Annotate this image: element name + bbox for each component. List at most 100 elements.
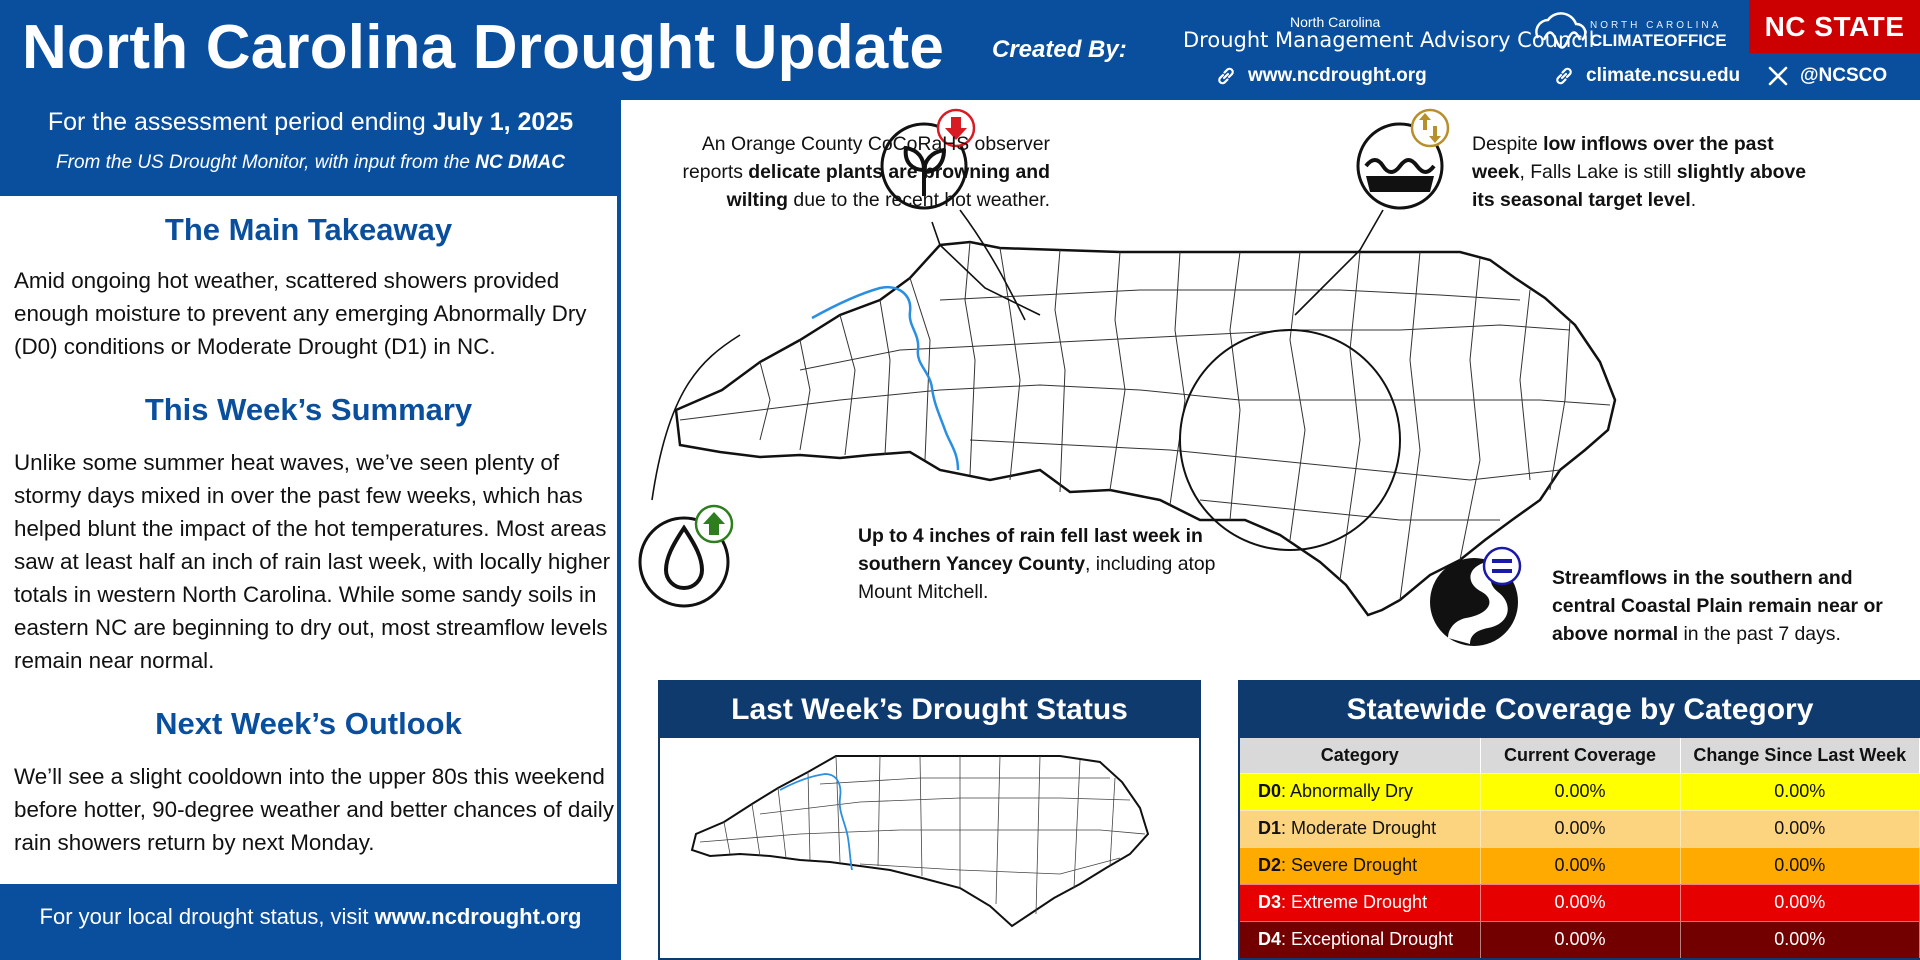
current-coverage-cell: 0.00% (1480, 772, 1681, 810)
header-category: Category (1240, 738, 1481, 773)
summary-body: Unlike some summer heat waves, we’ve see… (14, 450, 611, 673)
header: North Carolina Drought Update Created By… (0, 0, 1920, 100)
coastal-plain-highlight (1179, 329, 1401, 551)
current-coverage-cell: 0.00% (1480, 883, 1681, 921)
outlook-title: Next Week’s Outlook (155, 706, 462, 741)
source-line: From the US Drought Monitor, with input … (0, 152, 621, 174)
takeaway-body: Amid ongoing hot weather, scattered show… (14, 268, 587, 359)
outlook-body: We’ll see a slight cooldown into the upp… (14, 764, 614, 855)
rain-callout-post: , including atop Mount Mitchell. (858, 553, 1216, 603)
coverage-table: Category Current Coverage Change Since L… (1240, 738, 1920, 958)
summary-title: This Week’s Summary (144, 392, 473, 427)
change-cell: 0.00% (1680, 883, 1920, 921)
stream-callout-post: in the past 7 days. (1678, 623, 1841, 645)
category-cell: D1: Moderate Drought (1240, 809, 1481, 847)
category-name: : Severe Drought (1281, 855, 1418, 875)
footer-prefix: For your local drought status, visit (39, 904, 375, 929)
table-row: D3: Extreme Drought 0.00% 0.00% (1240, 883, 1920, 921)
plant-icon (880, 122, 968, 210)
lake-callout-pre: Despite (1472, 133, 1544, 155)
dmac-name: Drought Management Advisory Council (1183, 28, 1595, 52)
category-code: D4 (1258, 929, 1282, 950)
map-area: An Orange County CoCoRaHS observer repor… (638, 100, 1920, 660)
up-arrow-icon (694, 504, 734, 544)
rain-callout-bold: Up to 4 inches of rain fell last week in… (858, 525, 1203, 575)
county-lines (679, 241, 1611, 601)
stream-callout-bold: Streamflows in the southern and central … (1552, 567, 1883, 645)
climate-link-label: climate.ncsu.edu (1586, 65, 1741, 86)
source-org: NC DMAC (475, 152, 565, 173)
category-name: : Moderate Drought (1281, 818, 1437, 838)
ncstate-logo: NC STATE (1749, 0, 1920, 53)
x-handle-link[interactable]: @NCSCO (1766, 64, 1887, 88)
table-row: D2: Severe Drought 0.00% 0.00% (1240, 846, 1920, 884)
lake-leader-line (1294, 209, 1384, 316)
dmac-state-label: North Carolina (1290, 14, 1381, 30)
link-icon (1218, 67, 1234, 85)
current-coverage-cell: 0.00% (1480, 920, 1681, 958)
category-code: D2 (1258, 855, 1282, 875)
table-row: D0: Abnormally Dry 0.00% 0.00% (1240, 772, 1920, 810)
plants-leader-line (931, 221, 1041, 316)
category-cell: D2: Severe Drought (1240, 846, 1481, 884)
nc-county-map (651, 209, 1617, 617)
updown-arrows-icon (1410, 108, 1450, 148)
coverage-panel: Statewide Coverage by Category Category … (1238, 680, 1920, 960)
category-name: : Exceptional Drought (1281, 929, 1454, 950)
down-arrow-icon (936, 108, 976, 148)
footer-link-line[interactable]: For your local drought status, visit www… (0, 904, 621, 930)
lake-callout: Despite low inflows over the past week, … (1472, 130, 1812, 214)
assessment-date: July 1, 2025 (432, 108, 574, 136)
equal-icon (1482, 546, 1522, 586)
climate-office-name: CLIMATEOFFICE (1590, 31, 1727, 50)
last-week-map (690, 755, 1150, 928)
lake-callout-bold2: slightly above its seasonal target level (1472, 161, 1807, 211)
category-cell: D0: Abnormally Dry (1240, 772, 1481, 810)
ncdrought-link-label: www.ncdrought.org (1248, 65, 1427, 86)
page-title: North Carolina Drought Update (22, 13, 944, 82)
footer-link[interactable]: www.ncdrought.org (374, 904, 582, 929)
coverage-title: Statewide Coverage by Category (1240, 682, 1920, 738)
summary-box: The Main Takeaway Amid ongoing hot weath… (0, 196, 617, 884)
created-by-label: Created By: (992, 36, 1127, 63)
plants-callout: An Orange County CoCoRaHS observer repor… (640, 130, 1050, 214)
change-cell: 0.00% (1680, 920, 1920, 958)
river (811, 285, 960, 471)
plants-callout-pre: An Orange County CoCoRaHS observer repor… (682, 133, 1050, 183)
category-cell: D3: Extreme Drought (1240, 883, 1481, 921)
category-code: D0 (1258, 781, 1282, 801)
climate-link[interactable]: climate.ncsu.edu (1552, 64, 1740, 88)
category-code: D3 (1258, 892, 1282, 912)
change-cell: 0.00% (1680, 809, 1920, 847)
climate-office-small: NORTH CAROLINA (1590, 20, 1722, 31)
assessment-prefix: For the assessment period ending (47, 108, 433, 136)
stream-callout: Streamflows in the southern and central … (1552, 564, 1912, 648)
assessment-period: For the assessment period ending July 1,… (0, 108, 621, 137)
ncdrought-link[interactable]: www.ncdrought.org (1214, 64, 1427, 88)
change-cell: 0.00% (1680, 772, 1920, 810)
link-icon (1556, 67, 1572, 85)
table-header-row: Category Current Coverage Change Since L… (1240, 738, 1920, 773)
current-coverage-cell: 0.00% (1480, 809, 1681, 847)
change-cell: 0.00% (1680, 846, 1920, 884)
left-panel: For the assessment period ending July 1,… (0, 100, 621, 960)
category-cell: D4: Exceptional Drought (1240, 920, 1481, 958)
header-current: Current Coverage (1480, 738, 1681, 773)
table-row: D1: Moderate Drought 0.00% 0.00% (1240, 809, 1920, 847)
x-logo-icon (1768, 66, 1788, 86)
category-name: : Extreme Drought (1281, 892, 1428, 912)
category-code: D1 (1258, 818, 1282, 838)
category-name: : Abnormally Dry (1281, 781, 1414, 801)
lake-callout-mid: , Falls Lake is still (1519, 161, 1677, 183)
header-change: Change Since Last Week (1680, 738, 1920, 773)
source-prefix: From the US Drought Monitor, with input … (56, 152, 476, 173)
rain-callout: Up to 4 inches of rain fell last week in… (858, 522, 1218, 606)
rain-leader-line (651, 334, 741, 501)
plants-callout-post: due to the recent hot weather. (788, 189, 1050, 211)
table-row: D4: Exceptional Drought 0.00% 0.00% (1240, 920, 1920, 958)
last-week-title: Last Week’s Drought Status (660, 682, 1199, 738)
takeaway-title: The Main Takeaway (164, 212, 453, 247)
climate-office-logo (1535, 12, 1587, 49)
current-coverage-cell: 0.00% (1480, 846, 1681, 884)
x-handle-label: @NCSCO (1800, 65, 1888, 86)
